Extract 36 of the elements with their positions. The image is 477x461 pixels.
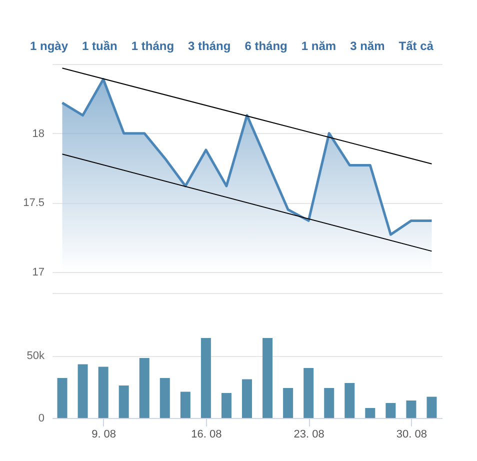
bar: [78, 364, 88, 418]
bar: [139, 358, 150, 418]
text: 1 tháng: [130, 38, 176, 55]
bar: [221, 393, 232, 418]
x-tick-label: 30. 08: [396, 428, 428, 440]
text: 1 năm: [300, 38, 338, 55]
bar: [200, 338, 211, 418]
bar: [324, 388, 334, 418]
text: 1 ngày: [29, 38, 70, 55]
bar: [57, 378, 68, 418]
bar: [344, 383, 355, 418]
bar: [98, 366, 108, 418]
bar: [160, 378, 170, 418]
text: 3 tháng: [187, 38, 232, 55]
bar: [262, 338, 273, 418]
y-tick-label: 50k: [26, 350, 45, 362]
bar: [365, 408, 376, 418]
y-tick-label: 0: [38, 412, 44, 424]
y-tick-label: 18: [32, 128, 44, 140]
text: 1 tuần: [81, 38, 118, 55]
bar: [118, 386, 129, 418]
text: Tất cả: [398, 38, 434, 55]
bar: [304, 368, 314, 418]
x-tick-label: 9. 08: [92, 428, 116, 440]
bar: [406, 400, 416, 418]
text: 3 năm: [349, 38, 386, 55]
bar: [180, 392, 190, 418]
bar: [426, 396, 437, 418]
x-tick-label: 23. 08: [294, 428, 324, 440]
bar: [242, 379, 252, 418]
bar: [283, 388, 294, 418]
y-tick-label: 17: [32, 266, 44, 278]
y-tick-label: 17.5: [23, 197, 44, 210]
bar: [386, 403, 396, 418]
x-tick-label: 16. 08: [191, 428, 222, 440]
text: 6 tháng: [244, 38, 288, 55]
